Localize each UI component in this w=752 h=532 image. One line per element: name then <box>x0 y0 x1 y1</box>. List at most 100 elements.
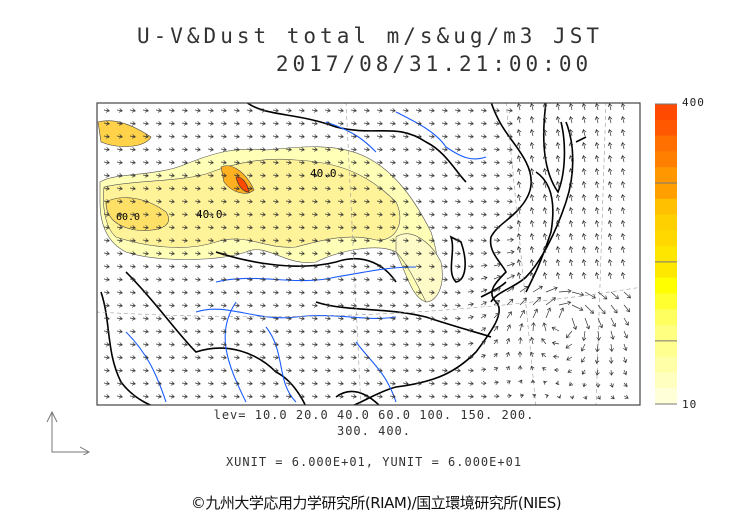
wind-arrow <box>116 394 123 399</box>
wind-arrow <box>103 329 110 334</box>
contour-label: 60.0 <box>116 212 140 223</box>
wind-arrow <box>142 121 149 126</box>
wind-arrow <box>194 264 201 269</box>
wind-arrow <box>311 381 318 386</box>
wind-arrow <box>337 264 344 269</box>
wind-arrow <box>194 160 201 165</box>
wind-arrow <box>493 275 502 280</box>
wind-arrow <box>233 303 240 308</box>
wind-arrow <box>324 160 331 165</box>
wind-arrow <box>220 277 227 282</box>
wind-arrow <box>594 259 600 267</box>
wind-arrow <box>220 368 227 373</box>
wind-arrow <box>129 316 136 321</box>
wind-arrow <box>233 264 240 269</box>
wind-arrow <box>337 121 344 126</box>
wind-arrow <box>555 142 561 150</box>
wind-arrow <box>246 342 253 347</box>
wind-arrow <box>194 147 201 152</box>
wind-arrow <box>272 238 279 243</box>
wind-arrow <box>505 351 510 358</box>
wind-arrow <box>519 286 529 293</box>
wind-arrow <box>516 168 522 176</box>
wind-arrow <box>415 147 422 152</box>
wind-arrow <box>272 108 279 113</box>
wind-arrow <box>233 108 240 113</box>
wind-arrow <box>168 316 175 321</box>
wind-arrow <box>181 160 188 165</box>
wind-arrow <box>337 368 344 373</box>
wind-arrow <box>542 168 548 176</box>
wind-arrow <box>116 355 123 360</box>
wind-arrow <box>566 356 573 361</box>
wind-arrow <box>389 186 396 191</box>
wind-arrow <box>566 330 573 339</box>
wind-arrow <box>272 251 279 256</box>
wind-arrow <box>552 354 560 360</box>
wind-arrow <box>298 355 305 360</box>
wind-arrow <box>298 329 305 334</box>
wind-arrow <box>441 303 448 308</box>
wind-arrow <box>350 238 357 243</box>
wind-arrow <box>402 173 409 178</box>
wind-arrow <box>542 207 548 215</box>
wind-arrow <box>181 368 188 373</box>
wind-arrow <box>415 368 422 373</box>
wind-arrow <box>441 173 448 178</box>
wind-arrow <box>493 212 500 217</box>
wind-arrow <box>311 186 318 191</box>
wind-arrow <box>207 290 214 295</box>
wind-arrow <box>129 394 136 399</box>
wind-arrow <box>467 147 474 152</box>
wind-arrow <box>311 212 318 217</box>
wind-arrow <box>493 300 501 306</box>
wind-arrow <box>428 329 435 334</box>
wind-arrow <box>402 394 409 399</box>
wind-arrow <box>116 134 123 139</box>
wind-arrow <box>480 173 487 178</box>
wind-arrow <box>516 155 522 163</box>
wind-arrow <box>441 121 448 126</box>
wind-arrow <box>220 212 227 217</box>
wind-arrow <box>568 168 574 176</box>
wind-arrow <box>467 173 474 178</box>
wind-arrow <box>337 212 344 217</box>
wind-arrow <box>454 108 461 113</box>
wind-arrow <box>428 212 435 217</box>
wind-arrow <box>155 355 162 360</box>
wind-arrow <box>402 186 409 191</box>
wind-arrow <box>155 329 162 334</box>
wind-arrow <box>259 160 266 165</box>
wind-arrow <box>376 199 383 204</box>
wind-arrow <box>555 129 561 137</box>
wind-arrow <box>220 199 227 204</box>
wind-arrow <box>103 303 110 308</box>
wind-arrow <box>454 199 461 204</box>
wind-arrow <box>103 108 110 113</box>
wind-arrow <box>493 134 500 139</box>
wind-arrow <box>467 134 474 139</box>
wind-arrow <box>220 147 227 152</box>
wind-arrow <box>350 394 357 399</box>
wind-arrow <box>194 355 201 360</box>
wind-arrow <box>324 212 331 217</box>
wind-arrow <box>207 212 214 217</box>
wind-arrow <box>129 121 136 126</box>
wind-arrow <box>194 134 201 139</box>
wind-arrow <box>285 264 292 269</box>
wind-arrow <box>246 108 253 113</box>
wind-arrow <box>376 173 383 178</box>
wind-arrow <box>259 173 266 178</box>
wind-arrow <box>363 212 370 217</box>
wind-arrow <box>454 290 461 295</box>
wind-arrow <box>181 342 188 347</box>
wind-arrow <box>168 264 175 269</box>
coastlines-borders <box>100 103 587 405</box>
wind-arrow <box>529 233 535 241</box>
wind-arrow <box>298 186 305 191</box>
wind-arrow <box>480 225 487 230</box>
wind-arrow <box>542 246 548 254</box>
wind-arrow <box>517 351 523 358</box>
wind-arrow <box>480 354 486 359</box>
wind-arrow <box>609 382 614 388</box>
